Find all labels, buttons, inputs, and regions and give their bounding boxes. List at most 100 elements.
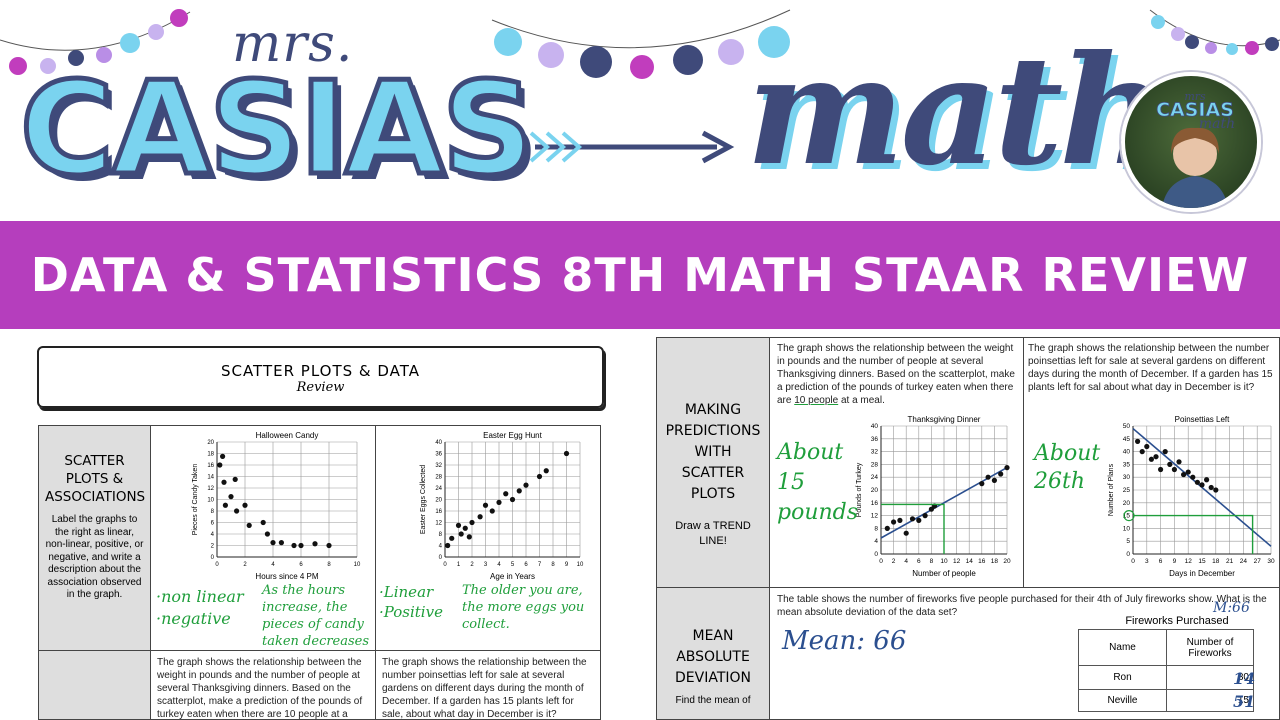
table-cell-name: Ron (1078, 665, 1167, 690)
x-axis-label: Days in December (1169, 569, 1235, 578)
x-axis-label: Hours since 4 PM (255, 572, 318, 581)
data-point (897, 517, 903, 523)
x-tick-label: 0 (443, 562, 447, 568)
data-point (264, 531, 270, 537)
x-tick-label: 2 (243, 562, 247, 568)
y-axis-label: Pieces of Candy Taken (192, 464, 199, 536)
circle-mark (1123, 509, 1135, 522)
y-tick-label: 30 (1123, 474, 1131, 481)
y-axis-label: Number of Plans (1108, 463, 1115, 516)
y-tick-label: 40 (871, 423, 879, 430)
data-point (563, 450, 570, 457)
data-point (489, 508, 495, 514)
x-tick-label: 24 (1240, 558, 1248, 565)
x-tick-label: 6 (917, 558, 921, 565)
data-point (270, 540, 276, 546)
mad-side-body: Find the mean of (675, 695, 751, 706)
data-point (469, 519, 475, 526)
associations-side-title: SCATTER PLOTS & ASSOCIATIONS (45, 453, 146, 505)
bottom-cell-1: The graph shows the relationship between… (150, 650, 376, 720)
data-point (221, 479, 227, 485)
table-header-count: Number of Fireworks (1166, 629, 1254, 666)
data-point (928, 506, 934, 512)
x-tick-label: 15 (1198, 558, 1206, 565)
data-point (1185, 469, 1191, 475)
x-tick-label: 2 (892, 558, 896, 565)
data-point (1190, 474, 1196, 480)
halloween-candy-chart: Halloween Candy 0 2 4 6 8 10 0 2 4 6 8 10 12 14 16 18 20 H… (192, 431, 361, 581)
mad-side-cell: MEAN ABSOLUTE DEVIATION Find the mean of (656, 587, 770, 720)
x-tick-label: 8 (551, 562, 555, 568)
data-point (260, 519, 266, 526)
highlight-10-people: 10 people (794, 395, 839, 406)
trend-line (880, 466, 1008, 539)
data-point (466, 534, 472, 540)
x-tick-label: 4 (497, 562, 501, 568)
x-tick-label: 18 (1212, 558, 1220, 565)
x-tick-label: 10 (940, 558, 948, 565)
y-tick-label: 50 (1123, 423, 1131, 430)
prediction-guide (1133, 514, 1254, 554)
avatar: mrs CASIAS math (1121, 72, 1261, 212)
data-point (220, 453, 226, 459)
data-point (884, 525, 890, 531)
y-tick-label: 45 (1123, 436, 1131, 443)
mad-m-note: M:66 (1213, 600, 1250, 616)
data-point (228, 494, 234, 500)
data-point (222, 502, 228, 508)
predictions-side-body: Draw a TREND LINE! (675, 520, 751, 547)
associations-side-body: Label the graphs to the right as linear,… (45, 514, 144, 600)
arrow-icon (529, 130, 735, 164)
data-point (1139, 449, 1145, 455)
prediction-question-1: The graph shows the relationship between… (777, 343, 1015, 406)
data-point (1194, 479, 1200, 485)
y-axis-label: Easter Eggs Collected (420, 465, 427, 534)
x-tick-label: 5 (511, 562, 515, 568)
graph2-answer-2: ·Positive (379, 603, 443, 621)
logo-math: math (746, 23, 1168, 199)
bottom-cell-2: The graph shows the relationship between… (375, 650, 601, 720)
x-tick-label: 18 (991, 558, 999, 565)
q1-answer-2: 15 (777, 470, 805, 495)
x-tick-label: 20 (1003, 558, 1011, 565)
y-tick-label: 20 (1123, 500, 1131, 507)
poinsettias-chart: Poinsettias Left 0 3 6 9 12 15 18 21 24 27 30 0 5 10 15… (1108, 415, 1275, 578)
data-point (985, 474, 991, 480)
graph1-description: As the hours increase, the pieces of can… (262, 583, 370, 649)
table-row: Neville 15 (1078, 689, 1254, 712)
y-tick-label: 16 (435, 509, 442, 515)
data-point (1208, 484, 1214, 491)
table-row: Ron 80 (1078, 665, 1254, 690)
table-header-row: Name Number of Fireworks (1078, 629, 1254, 666)
q1-answer-3: pounds (777, 500, 859, 525)
data-point (291, 542, 297, 549)
y-tick-label: 0 (874, 551, 878, 558)
data-point (278, 540, 284, 546)
y-axis-label: Pounds of Turkey (856, 462, 863, 517)
y-tick-label: 25 (1123, 487, 1131, 494)
row-note-1: 14 (1233, 669, 1256, 688)
y-tick-label: 32 (435, 463, 442, 469)
x-tick-label: 7 (538, 562, 542, 568)
y-tick-label: 8 (439, 532, 443, 538)
associations-side-cell: SCATTER PLOTS & ASSOCIATIONS Label the g… (38, 425, 151, 651)
y-tick-label: 12 (871, 513, 879, 520)
pompom-garland (0, 9, 1280, 79)
x-tick-label: 10 (577, 562, 584, 568)
x-axis-label: Number of people (912, 569, 976, 578)
x-tick-label: 3 (484, 562, 488, 568)
x-tick-label: 12 (953, 558, 961, 565)
y-tick-label: 5 (1126, 538, 1130, 545)
y-tick-label: 24 (871, 474, 879, 481)
table-cell-value: 15 (1166, 689, 1254, 712)
banner-title: DATA & STATISTICS 8TH MATH STAAR REVIEW (30, 248, 1250, 302)
data-point (458, 531, 464, 537)
worksheet-subtitle: Review (296, 380, 345, 395)
q2-answer-2: 26th (1034, 469, 1086, 494)
avatar-mrs: mrs (1184, 90, 1206, 103)
mad-side-title: MEAN ABSOLUTE DEVIATION (675, 628, 751, 686)
data-point (482, 502, 489, 508)
data-point (1158, 466, 1164, 473)
q1-answer-1: About (777, 440, 844, 465)
